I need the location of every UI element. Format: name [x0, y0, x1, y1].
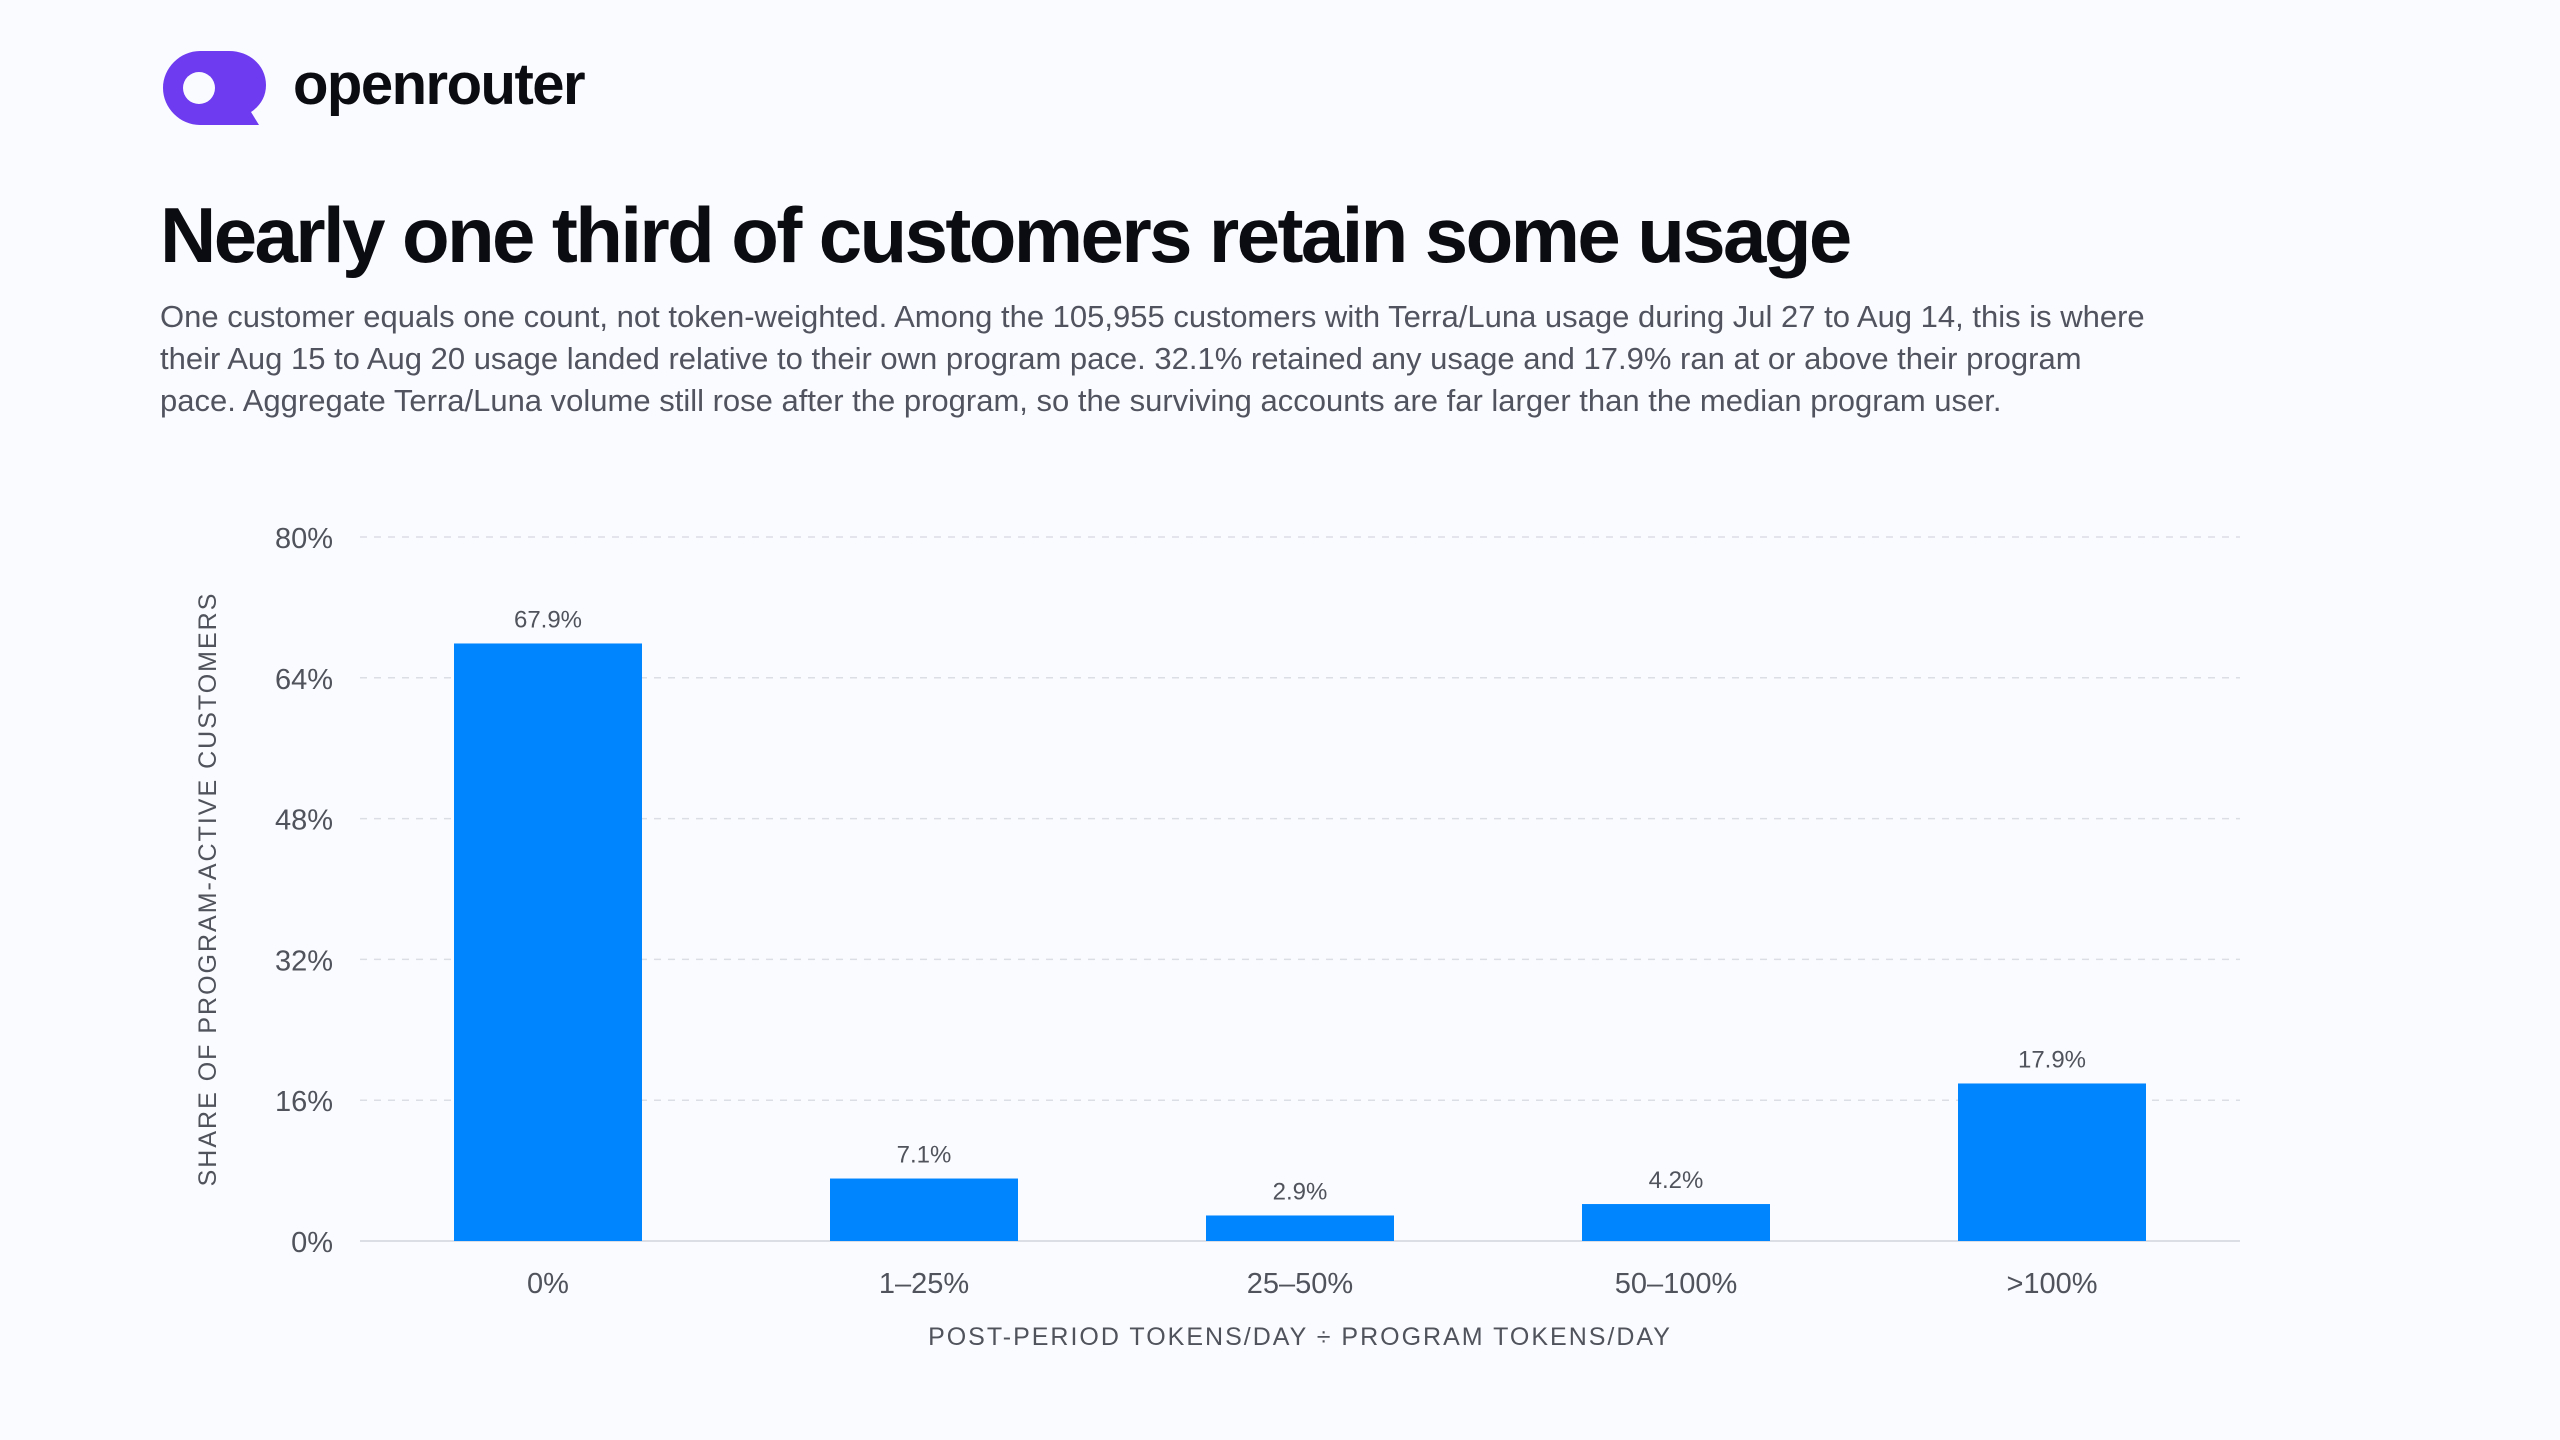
bar-data-labels: 67.9% 7.1% 2.9% 4.2% 17.9% — [514, 606, 2086, 1205]
page-subtitle: One customer equals one count, not token… — [160, 299, 2145, 418]
y-tick-label: 32% — [275, 945, 333, 977]
x-tick-label: 25–50% — [1247, 1268, 1353, 1300]
x-tick-label: >100% — [2006, 1268, 2097, 1300]
bar — [1206, 1215, 1394, 1241]
bars — [454, 643, 2146, 1241]
bar-value-label: 17.9% — [2018, 1046, 2086, 1073]
x-tick-label: 1–25% — [879, 1268, 969, 1300]
y-tick-label: 80% — [275, 523, 333, 555]
bar-value-label: 2.9% — [1273, 1178, 1328, 1205]
x-tick-label: 0% — [527, 1268, 569, 1300]
gridlines — [360, 536, 2240, 1101]
bar-value-label: 4.2% — [1649, 1167, 1704, 1194]
y-tick-label: 64% — [275, 664, 333, 696]
x-tick-label: 50–100% — [1615, 1268, 1738, 1300]
y-tick-label: 48% — [275, 805, 333, 837]
y-tick-label: 16% — [275, 1086, 333, 1118]
bar — [454, 643, 642, 1241]
page-title: Nearly one third of customers retain som… — [160, 191, 1852, 279]
y-tick-label: 0% — [291, 1227, 333, 1259]
bar — [1958, 1083, 2146, 1241]
y-axis-label: SHARE OF PROGRAM-ACTIVE CUSTOMERS — [194, 592, 222, 1187]
brand: openrouter — [163, 48, 586, 128]
bar-value-label: 67.9% — [514, 606, 582, 633]
bar — [1582, 1204, 1770, 1241]
bar — [830, 1178, 1018, 1241]
brand-name: openrouter — [293, 52, 586, 117]
x-axis-label: POST-PERIOD TOKENS/DAY ÷ PROGRAM TOKENS/… — [928, 1323, 1672, 1351]
bar-value-label: 7.1% — [897, 1142, 952, 1169]
openrouter-logo-icon — [163, 51, 266, 125]
y-axis-ticks: 0% 16% 32% 48% 64% 80% — [275, 523, 333, 1259]
x-axis-ticks: 0% 1–25% 25–50% 50–100% >100% — [527, 1268, 2098, 1300]
